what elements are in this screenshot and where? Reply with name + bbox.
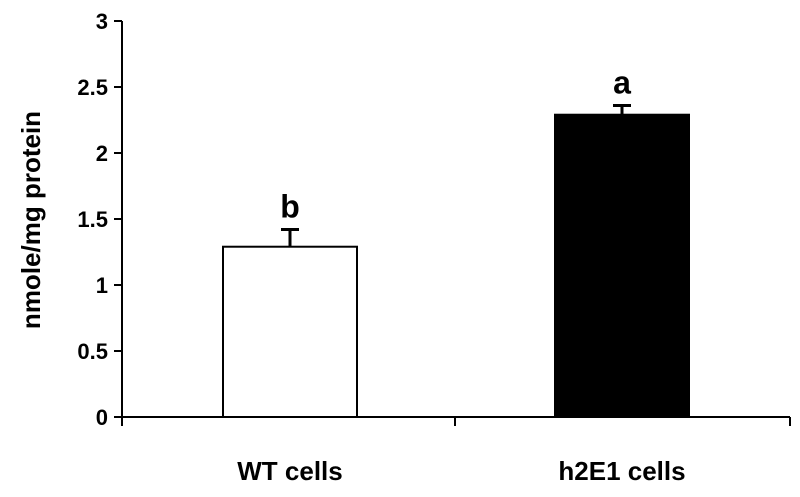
- labels: 0 0.5 1 1.5 2 2.5 3 b WT cells a h2E1 cells: [77, 9, 685, 486]
- y-tick-label: 2: [96, 141, 108, 166]
- x-category-label: h2E1 cells: [558, 456, 685, 486]
- y-tick-label: 1.5: [77, 207, 108, 232]
- y-tick-label: 3: [96, 9, 108, 34]
- x-category-label: WT cells: [237, 456, 342, 486]
- y-axis-title: nmole/mg protein: [16, 111, 46, 329]
- bars: [222, 103, 690, 418]
- y-tick-label: 1: [96, 273, 108, 298]
- bar: [222, 245, 358, 418]
- significance-label: b: [280, 189, 300, 225]
- y-tick-label: 0.5: [77, 339, 108, 364]
- y-tick-label: 0: [96, 405, 108, 430]
- y-tick-label: 2.5: [77, 75, 108, 100]
- significance-label: a: [613, 64, 631, 100]
- bar: [554, 113, 690, 418]
